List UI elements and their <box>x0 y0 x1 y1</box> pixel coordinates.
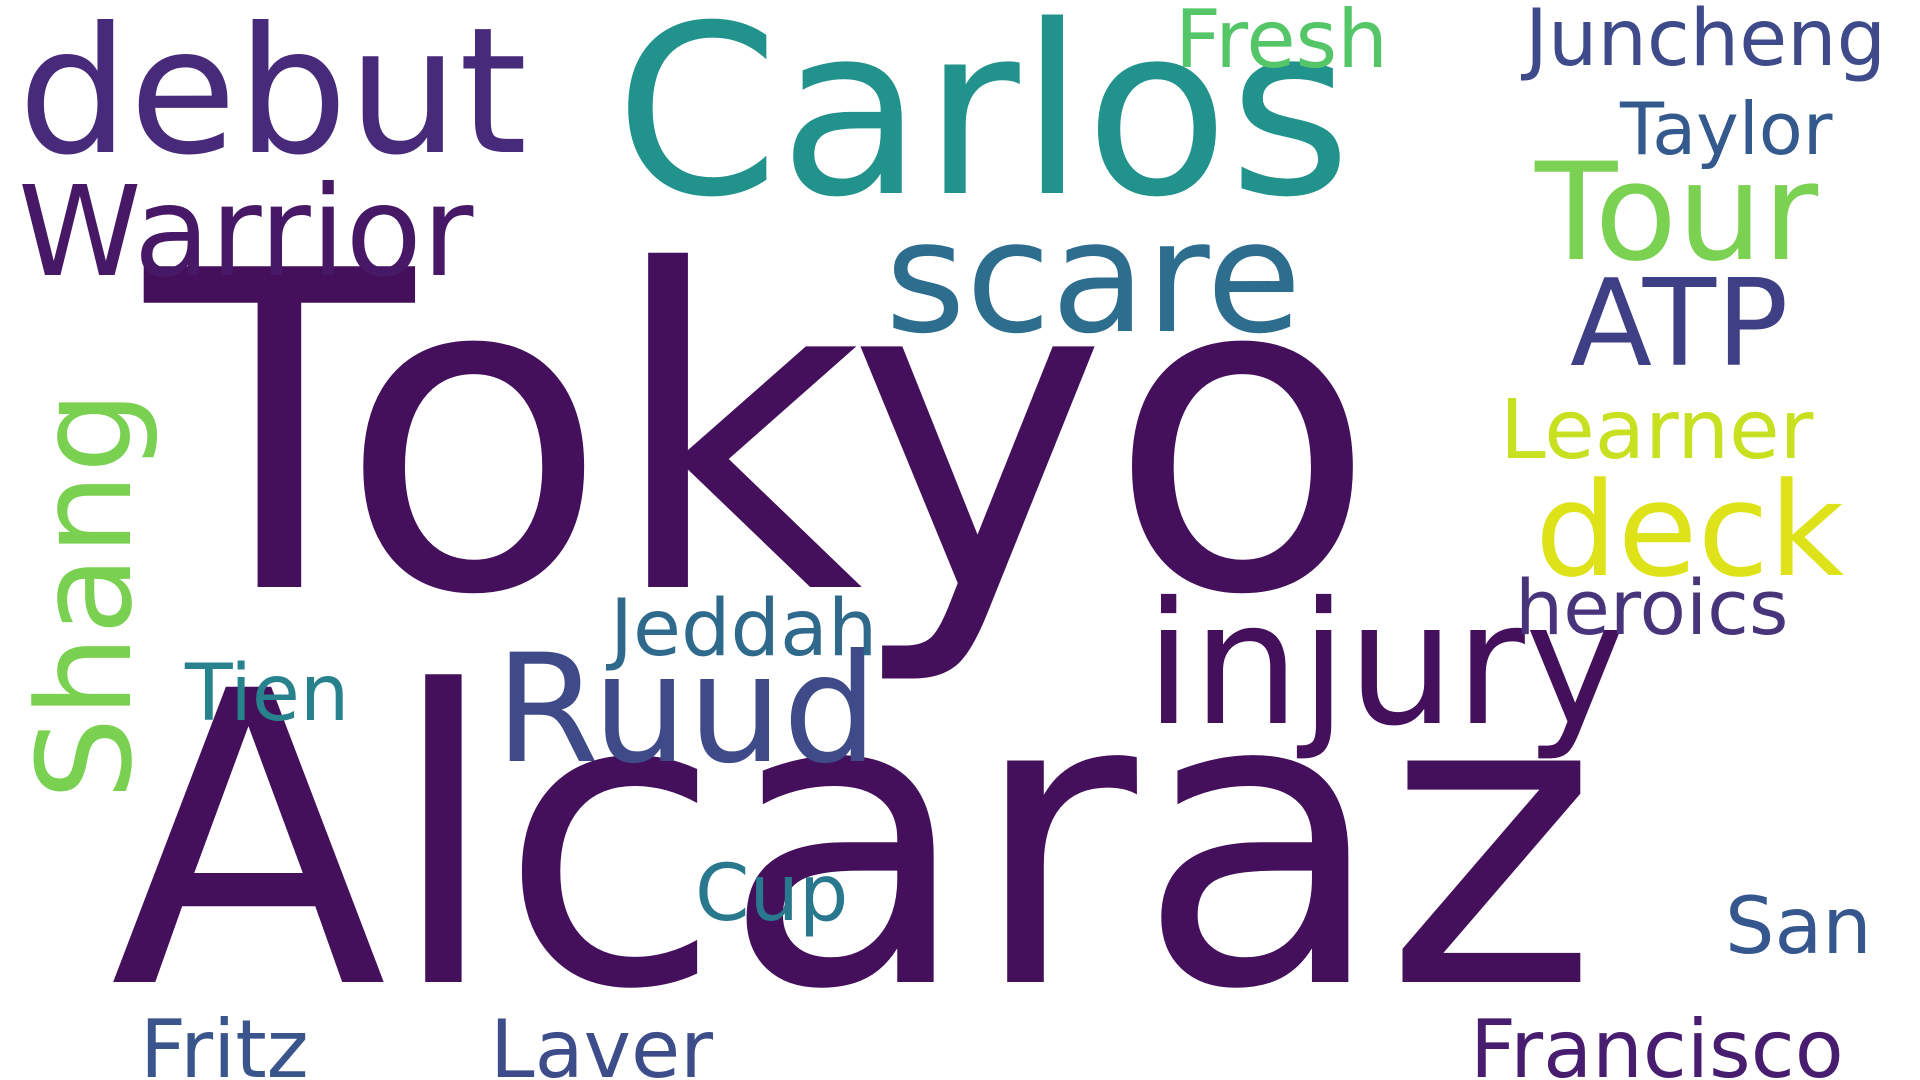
word-taylor: Taylor <box>1620 87 1833 171</box>
word-juncheng: Juncheng <box>1525 0 1887 84</box>
word-shang: Shang <box>9 390 161 801</box>
word-deck: deck <box>1535 454 1845 606</box>
word-francisco: Francisco <box>1470 1003 1844 1080</box>
word-scare: scare <box>885 187 1302 368</box>
word-fresh: Fresh <box>1175 0 1388 86</box>
word-warrior: Warrior <box>18 160 474 305</box>
word-san: San <box>1725 882 1872 972</box>
word-tokyo: Tokyo <box>145 179 1377 691</box>
word-debut: debut <box>18 0 528 194</box>
word-injury: injury <box>1145 566 1626 764</box>
word-carlos: Carlos <box>615 0 1352 249</box>
word-heroics: heroics <box>1515 563 1789 652</box>
word-ruud: Ruud <box>495 623 878 797</box>
word-cup: Cup <box>695 849 849 939</box>
word-tien: Tien <box>185 649 350 739</box>
word-fritz: Fritz <box>140 1003 309 1080</box>
word-tour: Tour <box>1535 134 1819 291</box>
word-alcaraz: Alcaraz <box>110 606 1598 1078</box>
word-laver: Laver <box>490 1003 714 1080</box>
word-learner: Learner <box>1500 383 1814 478</box>
word-atp: ATP <box>1570 255 1789 394</box>
word-jeddah: Jeddah <box>610 584 878 674</box>
